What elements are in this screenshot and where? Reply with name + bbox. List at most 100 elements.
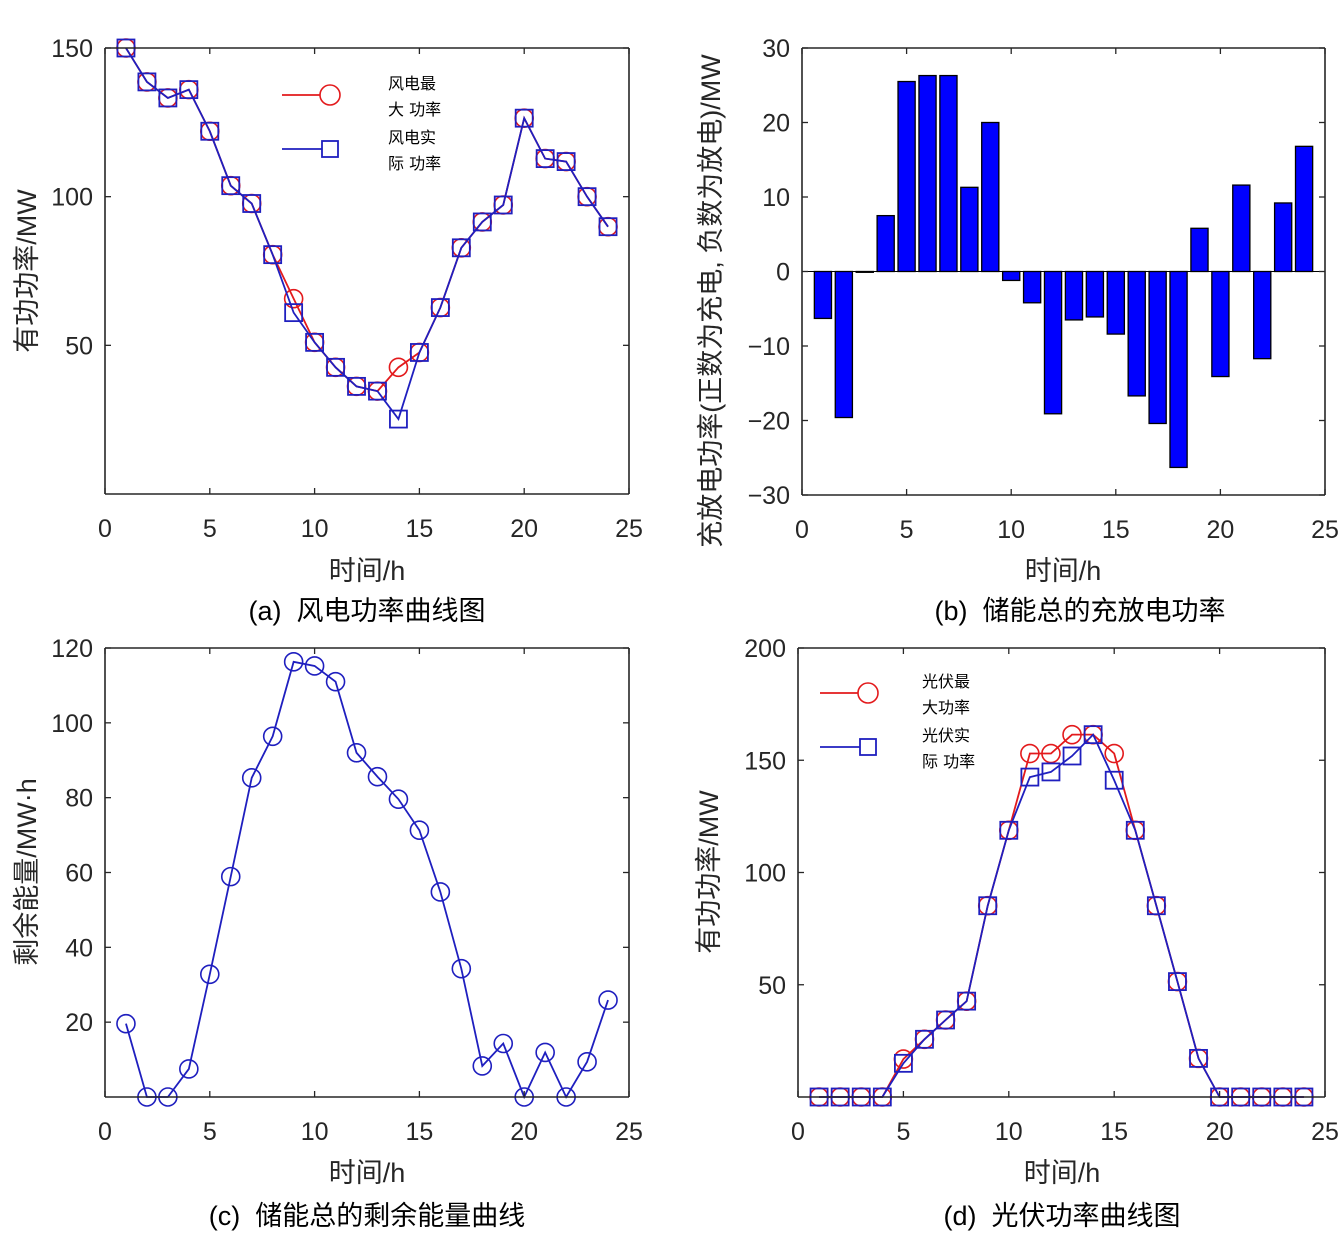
y-tick-label: −20 [748,408,790,436]
data-point-circle [1104,743,1124,764]
bar [1106,270,1126,335]
panel-a-ylabel: 有功功率/MW [12,189,42,353]
panel-d-caption: (d) 光伏功率曲线图 [943,1201,1180,1231]
data-point-square [957,991,977,1011]
series-line-2 [819,733,1304,1098]
legend-label: 风电实 [388,128,436,147]
data-point-square [305,332,325,352]
data-point-circle [388,357,409,378]
x-tick-label: 5 [900,516,914,544]
data-point-circle [1041,743,1061,764]
x-tick-label: 0 [98,1118,112,1146]
y-tick-label: 200 [744,635,786,663]
legend-label: 际 功率 [388,154,441,173]
x-tick-label: 10 [995,1118,1023,1146]
x-tick-label: 10 [301,1118,329,1146]
data-point-square [556,152,576,171]
x-tick-label: 25 [615,515,643,543]
bar [1253,270,1272,360]
legend-marker-circle [319,84,341,106]
data-point-square [493,195,513,215]
bar [939,74,958,273]
data-point-square [936,1010,955,1030]
data-point-square [999,820,1019,840]
legend-label: 际 功率 [922,752,975,771]
data-point-circle [430,882,451,902]
data-point-square [221,176,241,196]
panel-d-xlabel: 时间/h [1024,1158,1101,1188]
data-point-circle [493,1033,514,1054]
bar [897,80,916,273]
panel-c-ylabel: 剩余能量/MW·h [12,778,42,965]
data-point-circle [241,768,262,788]
y-tick-label: 100 [51,710,93,738]
panel-b-ylabel: 充放电功率(正数为充电, 负数为放电)/MW [696,54,726,548]
x-tick-label: 20 [510,515,538,543]
x-tick-label: 25 [1311,516,1339,544]
data-point-square [451,238,471,258]
data-point-circle [179,1059,199,1079]
data-point-circle [1062,724,1082,745]
data-point-square [472,212,492,232]
bar [918,74,937,273]
data-point-square [1020,767,1040,787]
bar [1273,202,1293,273]
data-point-circle [262,726,283,747]
data-point-square [158,88,178,108]
data-point-circle [577,1052,597,1072]
bar [1064,270,1084,321]
data-point-square [915,1029,934,1049]
data-point-square [1041,762,1061,782]
data-point-square [1062,746,1082,766]
x-tick-label: 25 [615,1118,643,1146]
data-point-circle [304,656,325,676]
y-tick-label: 100 [744,860,786,888]
data-point-circle [325,671,346,692]
series-line-1 [819,733,1304,1098]
data-point-circle [220,866,241,887]
y-tick-label: 40 [65,934,93,962]
x-tick-label: 5 [203,515,217,543]
panel-d-plot-area [809,724,1314,1107]
legend-label: 光伏最 [922,672,970,691]
y-tick-label: 80 [65,785,93,813]
bar [1148,270,1167,425]
x-tick-label: 20 [510,1118,538,1146]
legend-label: 光伏实 [922,726,970,745]
x-tick-label: 0 [795,516,809,544]
y-tick-label: 120 [51,635,93,663]
data-point-square [1146,896,1166,916]
data-point-circle [200,964,220,985]
y-tick-label: 100 [51,184,93,212]
bar [1043,270,1063,415]
legend-label: 大功率 [922,698,970,717]
x-tick-label: 20 [1206,1118,1234,1146]
y-tick-label: 150 [744,747,786,775]
legend-label: 大 功率 [388,100,441,119]
bar [1085,270,1105,318]
y-tick-label: 150 [51,35,93,63]
data-point-square [263,245,283,265]
data-point-circle [116,1013,136,1034]
panel-b-xlabel: 时间/h [1025,556,1102,586]
x-tick-label: 15 [1102,516,1130,544]
bar [1294,145,1314,273]
data-point-circle [1020,743,1040,764]
x-tick-label: 15 [1100,1118,1128,1146]
y-tick-label: 50 [65,332,93,360]
y-tick-label: 50 [758,972,786,1000]
bar [813,270,833,320]
data-point-square [514,108,534,128]
data-point-square [137,72,157,92]
y-tick-label: 60 [65,860,93,888]
y-tick-label: 30 [762,35,790,63]
data-point-square [242,194,262,213]
data-point-square [326,357,345,377]
x-tick-label: 5 [203,1118,217,1146]
data-point-square [1125,820,1145,840]
data-point-square [389,409,408,429]
panel-c-caption: (c) 储能总的剩余能量曲线 [209,1201,526,1231]
bar [1001,270,1021,282]
